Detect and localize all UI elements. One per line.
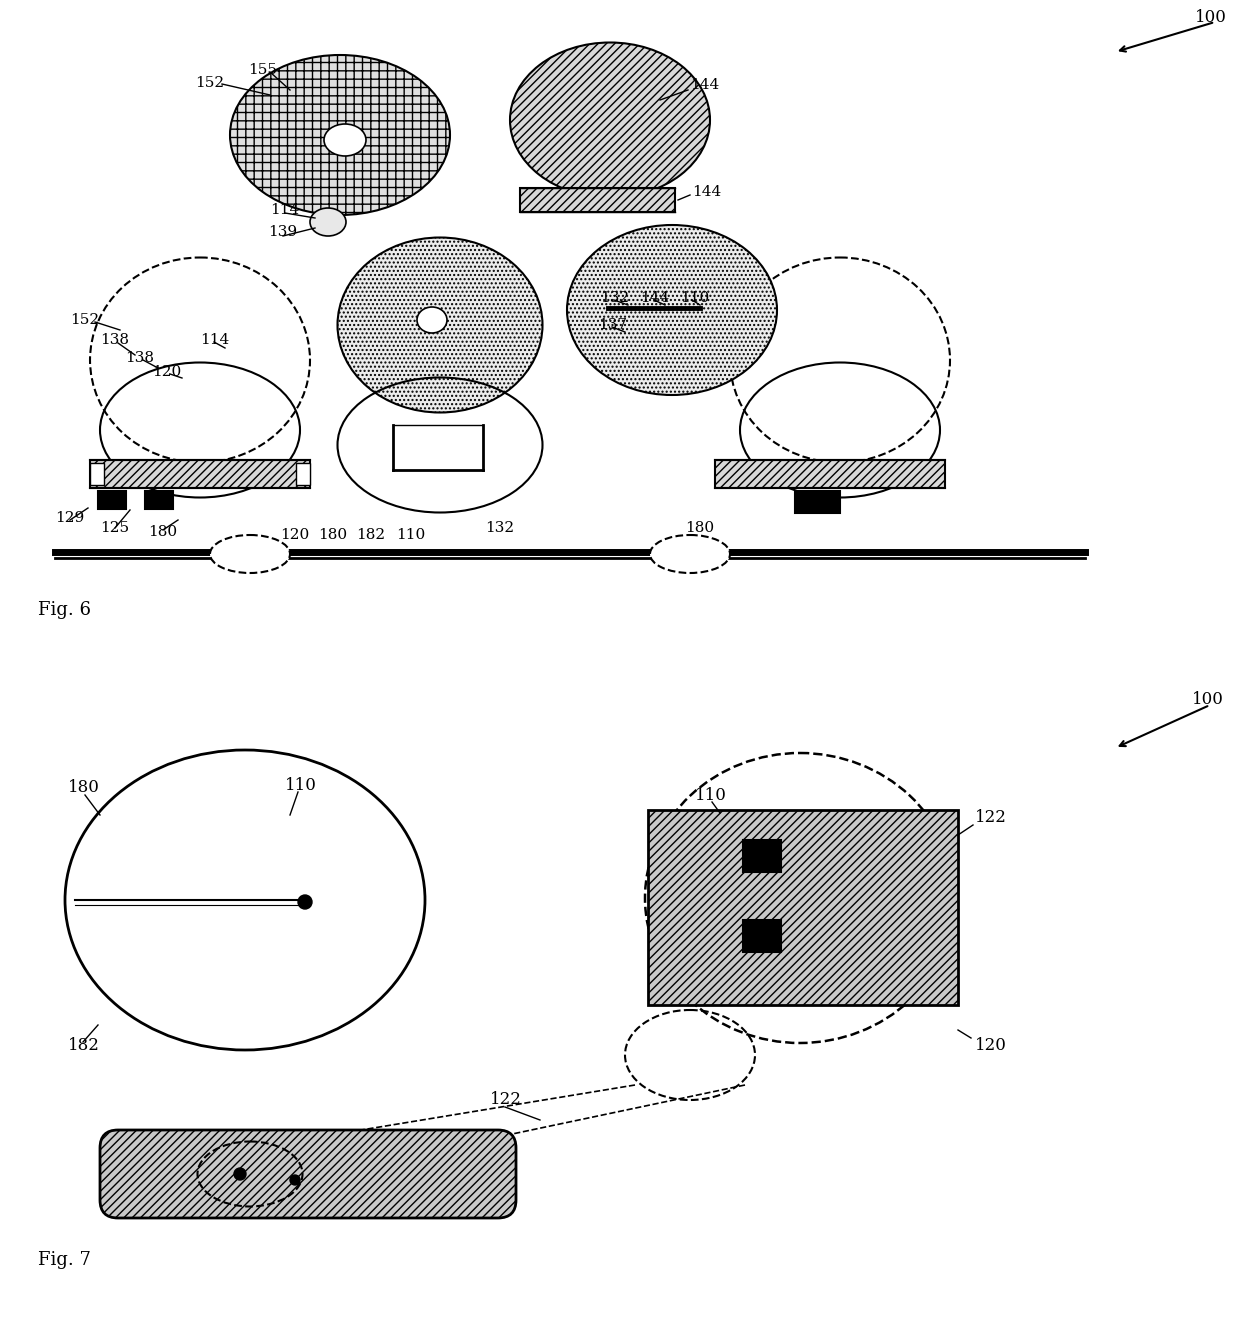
Text: Fig. 7: Fig. 7 bbox=[38, 1250, 91, 1269]
Text: 180: 180 bbox=[317, 528, 347, 542]
Text: 114: 114 bbox=[270, 203, 299, 218]
Ellipse shape bbox=[337, 237, 543, 413]
Circle shape bbox=[234, 1169, 246, 1181]
Text: 120: 120 bbox=[280, 528, 309, 542]
Bar bbox=[91, 463, 104, 485]
Bar bbox=[795, 491, 839, 513]
Text: 138: 138 bbox=[125, 351, 154, 365]
Text: 155: 155 bbox=[248, 63, 277, 77]
Ellipse shape bbox=[324, 124, 366, 156]
Text: 132: 132 bbox=[485, 521, 515, 536]
Bar bbox=[649, 810, 959, 1005]
Ellipse shape bbox=[650, 536, 730, 572]
Text: 122: 122 bbox=[975, 810, 1007, 827]
Text: 144: 144 bbox=[689, 78, 719, 92]
Text: 125: 125 bbox=[100, 521, 129, 536]
Ellipse shape bbox=[229, 55, 450, 215]
Ellipse shape bbox=[310, 208, 346, 236]
Text: 144: 144 bbox=[692, 185, 722, 199]
Bar bbox=[520, 189, 675, 212]
Ellipse shape bbox=[210, 536, 290, 572]
FancyBboxPatch shape bbox=[100, 1130, 516, 1217]
Text: 110: 110 bbox=[694, 786, 727, 803]
Bar bbox=[145, 491, 174, 509]
Text: 110: 110 bbox=[285, 777, 317, 794]
Text: 110: 110 bbox=[680, 291, 709, 305]
Ellipse shape bbox=[417, 307, 446, 332]
Text: 180: 180 bbox=[684, 521, 714, 536]
Ellipse shape bbox=[567, 226, 777, 394]
Bar bbox=[98, 491, 126, 509]
Bar bbox=[296, 463, 310, 485]
Text: 182: 182 bbox=[356, 528, 386, 542]
Bar bbox=[91, 460, 310, 488]
Ellipse shape bbox=[64, 751, 425, 1050]
Text: Fig. 6: Fig. 6 bbox=[38, 601, 91, 619]
Text: 138: 138 bbox=[100, 332, 129, 347]
Text: 132: 132 bbox=[600, 291, 629, 305]
Text: 182: 182 bbox=[68, 1037, 100, 1054]
Circle shape bbox=[290, 1175, 300, 1184]
Text: 180: 180 bbox=[68, 780, 100, 797]
Text: 100: 100 bbox=[1192, 691, 1224, 708]
Text: 137: 137 bbox=[598, 318, 627, 332]
Circle shape bbox=[298, 896, 312, 909]
Bar bbox=[743, 919, 781, 952]
Text: 120: 120 bbox=[153, 365, 181, 379]
Text: 100: 100 bbox=[1195, 9, 1226, 26]
Text: 180: 180 bbox=[148, 525, 177, 539]
Text: 122: 122 bbox=[490, 1092, 522, 1108]
Bar bbox=[715, 460, 945, 488]
Text: 152: 152 bbox=[69, 313, 99, 327]
Text: 114: 114 bbox=[200, 332, 229, 347]
Bar bbox=[743, 840, 781, 872]
Ellipse shape bbox=[510, 42, 711, 198]
Text: 144: 144 bbox=[640, 291, 670, 305]
Text: 120: 120 bbox=[975, 1037, 1007, 1054]
Text: 110: 110 bbox=[396, 528, 425, 542]
Text: 152: 152 bbox=[195, 77, 224, 90]
Text: 129: 129 bbox=[55, 510, 84, 525]
Text: 139: 139 bbox=[268, 226, 298, 239]
